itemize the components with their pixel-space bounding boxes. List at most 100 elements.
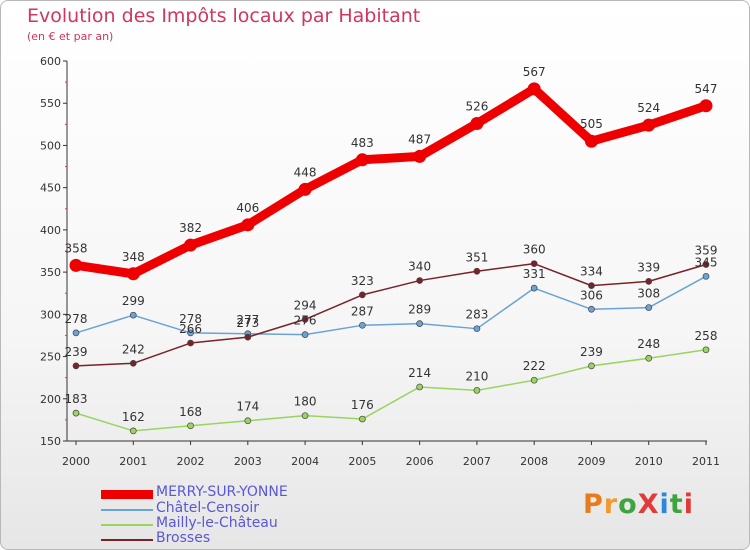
data-point <box>702 346 710 354</box>
data-point <box>72 409 80 417</box>
legend-label: Mailly-le-Château <box>156 515 278 531</box>
y-tick-label: 350 <box>40 266 61 279</box>
logo-letter: X <box>637 489 660 520</box>
data-point <box>187 329 194 337</box>
x-tick-label: 2011 <box>692 455 720 468</box>
data-label: 283 <box>465 308 488 322</box>
data-label: 162 <box>122 410 145 424</box>
series-line-2 <box>75 349 707 432</box>
data-point <box>72 362 80 370</box>
data-label: 360 <box>523 243 546 257</box>
legend-swatch <box>101 539 153 541</box>
data-point <box>530 284 538 292</box>
data-point <box>473 325 481 333</box>
data-label: 348 <box>122 250 145 264</box>
data-point <box>416 320 423 327</box>
data-label: 222 <box>523 359 546 373</box>
legend-swatch <box>101 524 153 526</box>
data-point <box>244 333 252 341</box>
x-tick-label: 2005 <box>348 455 376 468</box>
data-label: 278 <box>179 312 202 326</box>
data-point <box>184 238 198 252</box>
data-point <box>416 383 423 391</box>
y-tick-label: 200 <box>40 393 61 406</box>
data-label: 323 <box>351 274 374 288</box>
logo-letter: i <box>683 489 694 520</box>
data-point <box>301 316 309 323</box>
data-label: 299 <box>122 294 145 308</box>
x-tick-label: 2007 <box>463 455 491 468</box>
logo-letter: r <box>603 489 619 520</box>
data-point <box>129 427 137 435</box>
data-point <box>187 422 194 430</box>
data-point <box>355 153 369 167</box>
data-point <box>588 305 595 313</box>
data-point <box>527 82 541 96</box>
data-point <box>473 386 481 394</box>
data-point <box>72 329 80 337</box>
data-label: 524 <box>637 101 660 115</box>
data-label: 567 <box>523 65 546 79</box>
data-label: 306 <box>580 288 603 302</box>
data-point <box>69 258 83 272</box>
y-tick-label: 400 <box>40 224 61 237</box>
y-tick-label: 300 <box>40 308 61 321</box>
x-tick-label: 2006 <box>406 455 434 468</box>
x-tick-label: 2001 <box>119 455 147 468</box>
data-label: 239 <box>580 345 603 359</box>
data-label: 406 <box>236 201 259 215</box>
data-point <box>588 362 595 370</box>
data-label: 547 <box>695 82 718 96</box>
data-label: 308 <box>637 287 660 301</box>
data-label: 294 <box>294 298 317 312</box>
logo-letter: P <box>583 489 604 520</box>
data-label: 266 <box>179 322 202 336</box>
data-point <box>702 261 710 268</box>
data-label: 278 <box>65 312 88 326</box>
data-point <box>301 331 309 338</box>
chart-title: Evolution des Impôts locaux par Habitant <box>27 5 421 27</box>
data-label: 339 <box>637 260 660 274</box>
data-point <box>645 354 653 362</box>
data-point <box>359 415 366 423</box>
y-tick-label: 600 <box>40 55 61 68</box>
data-point <box>129 311 137 319</box>
data-label: 345 <box>695 255 718 269</box>
data-point <box>642 118 656 132</box>
data-point <box>530 376 538 384</box>
data-point <box>699 99 713 113</box>
y-tick-label: 250 <box>40 351 61 364</box>
data-label: 382 <box>179 221 202 235</box>
x-tick-label: 2010 <box>635 455 663 468</box>
data-label: 351 <box>465 250 488 264</box>
data-label: 526 <box>465 99 488 113</box>
data-point <box>584 134 598 148</box>
x-tick-label: 2008 <box>520 455 548 468</box>
y-tick-label: 500 <box>40 139 61 152</box>
data-label: 331 <box>523 267 546 281</box>
data-point <box>473 267 481 275</box>
data-label: 358 <box>65 241 88 255</box>
logo-letter: t <box>669 489 684 520</box>
chart-subtitle: (en € et par an) <box>27 30 114 43</box>
series-line-3 <box>75 262 707 367</box>
data-point <box>187 339 194 347</box>
data-label: 334 <box>580 265 603 279</box>
data-label: 239 <box>65 345 88 359</box>
x-tick-label: 2002 <box>177 455 205 468</box>
legend-label: Brosses <box>156 530 211 546</box>
data-label: 176 <box>351 398 374 412</box>
data-point <box>359 321 366 329</box>
data-label: 487 <box>408 132 431 146</box>
data-label: 180 <box>294 395 317 409</box>
data-label: 340 <box>408 260 431 274</box>
legend-swatch <box>101 490 153 499</box>
x-tick-label: 2009 <box>577 455 605 468</box>
x-tick-label: 2003 <box>234 455 262 468</box>
data-label: 448 <box>294 165 317 179</box>
data-point <box>359 291 366 299</box>
data-label: 242 <box>122 342 145 356</box>
data-point <box>530 260 538 268</box>
logo-letter: o <box>618 489 638 520</box>
data-label: 210 <box>465 369 488 383</box>
